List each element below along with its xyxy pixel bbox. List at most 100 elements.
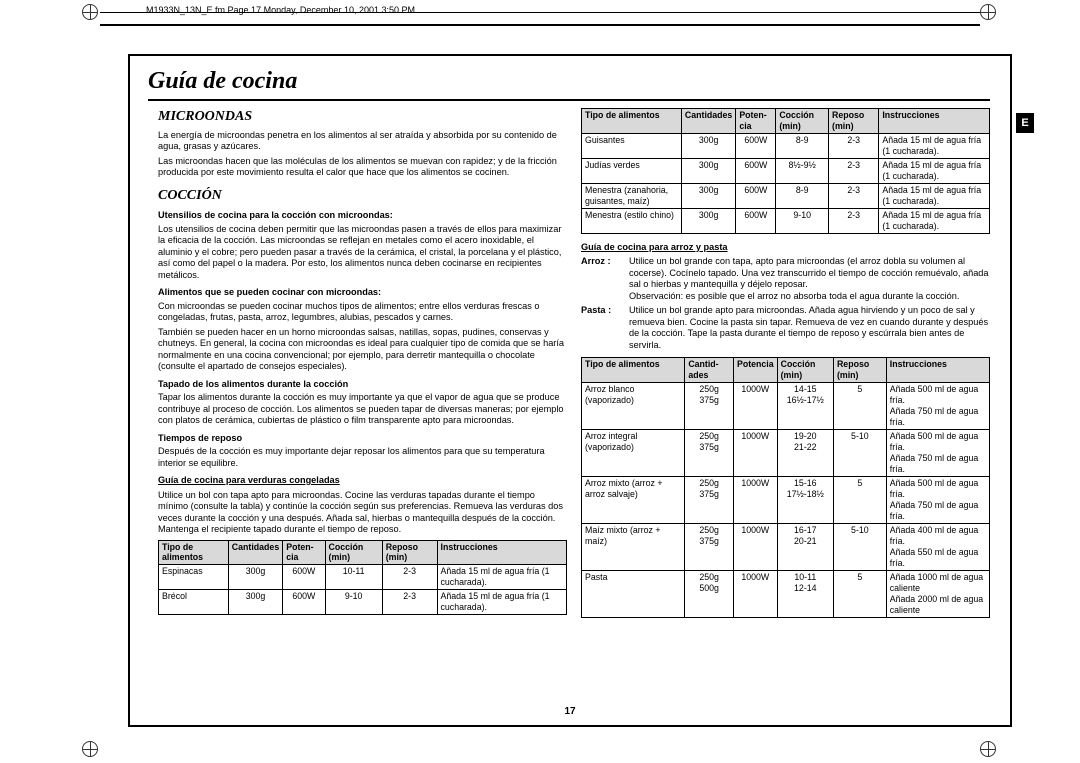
th: Instrucciones: [879, 109, 990, 134]
page-title: Guía de cocina: [148, 68, 990, 95]
td: 5-10: [833, 524, 886, 571]
table-row: Arroz blanco (vaporizado)250g 375g1000W1…: [582, 383, 990, 430]
td: Judías verdes: [582, 158, 682, 183]
crop-mark-br: [980, 741, 998, 759]
td: 9-10: [776, 208, 829, 233]
td: 10-11 12-14: [777, 571, 833, 618]
td: 10-11: [325, 565, 382, 590]
td: Añada 15 ml de agua fría (1 cucharada).: [879, 133, 990, 158]
td: 600W: [736, 133, 776, 158]
subheading: Alimentos que se pueden cocinar con micr…: [158, 287, 567, 299]
td: 15-16 17½-18½: [777, 477, 833, 524]
td: 19-20 21-22: [777, 430, 833, 477]
subheading-underline: Guía de cocina para verduras congeladas: [158, 475, 567, 487]
td: Arroz integral (vaporizado): [582, 430, 685, 477]
crop-mark-bl: [82, 741, 100, 759]
table-row: Brécol300g600W9-102-3Añada 15 ml de agua…: [159, 590, 567, 615]
td: Añada 15 ml de agua fría (1 cucharada).: [879, 158, 990, 183]
table-row: Menestra (estilo chino)300g600W9-102-3Añ…: [582, 208, 990, 233]
def-text: Utilice un bol grande con tapa, apto par…: [629, 256, 990, 302]
td: Añada 400 ml de agua fría. Añada 550 ml …: [886, 524, 989, 571]
td: Añada 500 ml de agua fría. Añada 750 ml …: [886, 383, 989, 430]
td: 300g: [681, 208, 735, 233]
content-area: MICROONDAS La energía de microondas pene…: [158, 108, 990, 717]
table-header-row: Tipo de alimentos Cantid-ades Potencia C…: [582, 358, 990, 383]
td: 300g: [228, 590, 282, 615]
td: Espinacas: [159, 565, 229, 590]
td: 5: [833, 571, 886, 618]
td: 1000W: [733, 477, 777, 524]
td: 250g 500g: [685, 571, 734, 618]
td: Pasta: [582, 571, 685, 618]
para: Después de la cocción es muy importante …: [158, 446, 567, 469]
left-column: MICROONDAS La energía de microondas pene…: [158, 108, 567, 717]
td: Añada 1000 ml de agua caliente Añada 200…: [886, 571, 989, 618]
para: Con microondas se pueden cocinar muchos …: [158, 301, 567, 324]
td: 5-10: [833, 430, 886, 477]
heading-coccion: COCCIÓN: [158, 187, 567, 205]
language-tab: E: [1016, 113, 1034, 133]
para: Las microondas hacen que las moléculas d…: [158, 156, 567, 179]
td: 8½-9½: [776, 158, 829, 183]
td: 250g 375g: [685, 383, 734, 430]
page-header-text: M1933N_13N_E.fm Page 17 Monday, December…: [146, 5, 415, 15]
heading-microondas: MICROONDAS: [158, 108, 567, 126]
td: 2-3: [829, 158, 879, 183]
title-section: Guía de cocina: [148, 68, 990, 101]
td: 1000W: [733, 430, 777, 477]
td: 5: [833, 383, 886, 430]
td: 300g: [228, 565, 282, 590]
ruler-line: [100, 24, 980, 26]
para: La energía de microondas penetra en los …: [158, 130, 567, 153]
subheading: Tapado de los alimentos durante la cocci…: [158, 379, 567, 391]
td: 600W: [736, 158, 776, 183]
th: Cocción (min): [777, 358, 833, 383]
th: Tipo de alimentos: [159, 540, 229, 565]
table-header-row: Tipo de alimentos Cantidades Poten-cia C…: [159, 540, 567, 565]
td: 1000W: [733, 524, 777, 571]
td: 300g: [681, 183, 735, 208]
td: 250g 375g: [685, 477, 734, 524]
table-row: Espinacas300g600W10-112-3Añada 15 ml de …: [159, 565, 567, 590]
td: 2-3: [829, 133, 879, 158]
th: Cantidades: [681, 109, 735, 134]
table-row: Menestra (zanahoria, guisantes, maíz)300…: [582, 183, 990, 208]
td: Añada 500 ml de agua fría. Añada 750 ml …: [886, 430, 989, 477]
td: 600W: [283, 590, 325, 615]
table-row: Arroz mixto (arroz + arroz salvaje)250g …: [582, 477, 990, 524]
para: También se pueden hacer en un horno micr…: [158, 327, 567, 373]
table-row: Arroz integral (vaporizado)250g 375g1000…: [582, 430, 990, 477]
td: 2-3: [829, 208, 879, 233]
td: Añada 15 ml de agua fría (1 cucharada).: [879, 208, 990, 233]
subheading: Tiempos de reposo: [158, 433, 567, 445]
td: 300g: [681, 158, 735, 183]
def-row-pasta: Pasta : Utilice un bol grande apto para …: [581, 305, 990, 351]
def-label: Pasta :: [581, 305, 629, 351]
th: Reposo (min): [833, 358, 886, 383]
td: 8-9: [776, 183, 829, 208]
th: Cantid-ades: [685, 358, 734, 383]
td: 1000W: [733, 571, 777, 618]
th: Reposo (min): [829, 109, 879, 134]
th: Potencia: [733, 358, 777, 383]
td: 600W: [736, 183, 776, 208]
table-verduras: Tipo de alimentos Cantidades Poten-cia C…: [158, 540, 567, 616]
td: Maíz mixto (arroz + maíz): [582, 524, 685, 571]
td: 300g: [681, 133, 735, 158]
td: Brécol: [159, 590, 229, 615]
td: 2-3: [829, 183, 879, 208]
td: 2-3: [382, 590, 437, 615]
td: Menestra (zanahoria, guisantes, maíz): [582, 183, 682, 208]
td: 600W: [283, 565, 325, 590]
td: 250g 375g: [685, 524, 734, 571]
td: Añada 500 ml de agua fría. Añada 750 ml …: [886, 477, 989, 524]
td: Añada 15 ml de agua fría (1 cucharada).: [437, 565, 567, 590]
th: Cantidades: [228, 540, 282, 565]
th: Tipo de alimentos: [582, 358, 685, 383]
table-arroz-pasta: Tipo de alimentos Cantid-ades Potencia C…: [581, 357, 990, 618]
td: 250g 375g: [685, 430, 734, 477]
th: Cocción (min): [325, 540, 382, 565]
td: Arroz blanco (vaporizado): [582, 383, 685, 430]
def-label: Arroz :: [581, 256, 629, 302]
table-header-row: Tipo de alimentos Cantidades Poten-cia C…: [582, 109, 990, 134]
